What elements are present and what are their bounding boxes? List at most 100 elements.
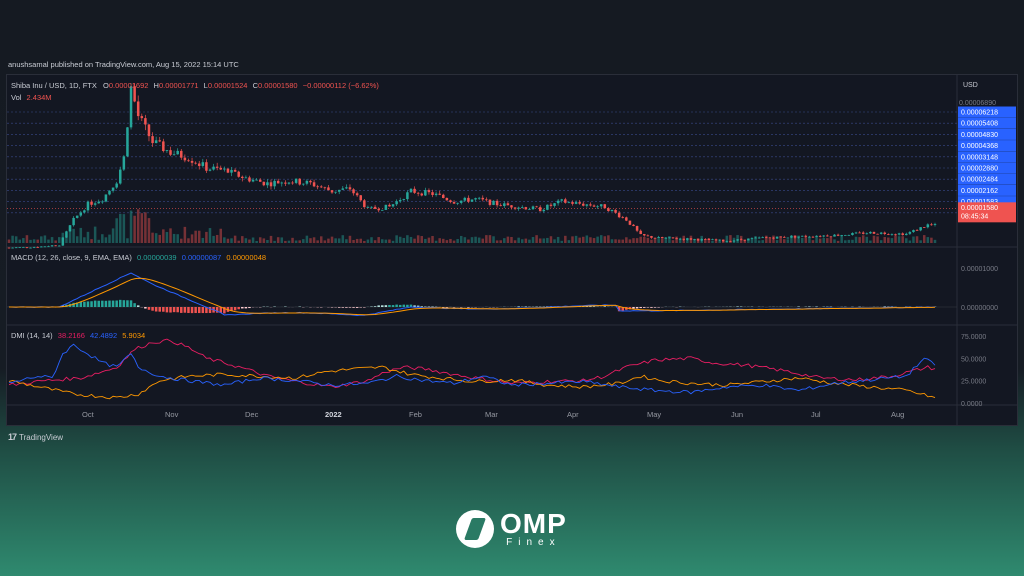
- macd-hist-value: 0.00000039: [137, 253, 177, 262]
- macd-hist-bar: [355, 307, 359, 308]
- volume-bar: [133, 215, 136, 243]
- candle-body: [879, 232, 883, 234]
- candle-body: [621, 217, 625, 219]
- time-label[interactable]: Oct: [82, 410, 95, 419]
- macd-hist-bar: [402, 304, 406, 307]
- volume-bar: [262, 238, 266, 243]
- volume-bar: [219, 228, 223, 243]
- candle-body: [438, 193, 441, 195]
- candle-body: [517, 207, 520, 209]
- volume-bar: [40, 236, 43, 243]
- chart-svg[interactable]: 0.00001000 0.00000000 75.0000 50.0000 25.00…: [7, 75, 1017, 425]
- candle-body: [858, 232, 861, 234]
- volume-bar: [879, 240, 883, 243]
- candle-body: [406, 192, 409, 200]
- tradingview-label: TradingView: [19, 432, 64, 442]
- close-value: 0.00001580: [258, 81, 298, 90]
- price-axis[interactable]: USD 0.00006890 0.00006218 0.00005408 0.00004…: [958, 82, 1016, 223]
- macd-hist-bar: [219, 307, 223, 313]
- volume-bar: [851, 239, 854, 243]
- volume-bar: [25, 235, 29, 243]
- candle-body: [851, 233, 854, 235]
- volume-bar: [840, 235, 843, 243]
- volume-bar: [786, 239, 790, 243]
- time-label[interactable]: Aug: [891, 410, 904, 419]
- level-label: 0.00004368: [961, 143, 998, 150]
- volume-bar: [793, 235, 797, 243]
- time-label[interactable]: Dec: [245, 410, 259, 419]
- change-value: −0.00000112 (−6.62%): [303, 81, 380, 90]
- candle-body: [266, 182, 269, 186]
- candle-body: [847, 234, 851, 236]
- volume-bar: [18, 239, 22, 243]
- candle-body: [693, 239, 696, 240]
- volume-bar: [553, 239, 556, 243]
- candle-body: [930, 224, 933, 226]
- time-label[interactable]: 2022: [325, 410, 342, 419]
- chart-frame[interactable]: 0.00001000 0.00000000 75.0000 50.0000 25.00…: [6, 74, 1018, 426]
- candle-body: [736, 239, 739, 241]
- macd-hist-bar: [122, 300, 126, 307]
- candle-body: [599, 204, 603, 207]
- dmi-tick: 75.0000: [961, 334, 986, 341]
- volume-bar: [341, 235, 345, 243]
- candle-body: [323, 187, 327, 189]
- volume-bar: [140, 213, 144, 243]
- candle-body: [36, 247, 39, 248]
- candle-body: [68, 225, 72, 232]
- countdown-label: 08:45:34: [961, 213, 988, 220]
- macd-hist-bar: [524, 306, 528, 307]
- volume-bar: [495, 240, 499, 243]
- candle-body: [14, 247, 18, 249]
- candle-body: [836, 234, 840, 236]
- volume-bar: [815, 235, 818, 243]
- candle-body: [524, 207, 528, 210]
- volume-bar: [226, 238, 230, 243]
- candle-body: [635, 226, 639, 231]
- macd-hist-bar: [244, 307, 248, 309]
- time-label[interactable]: Jul: [811, 410, 821, 419]
- volume-bar: [456, 239, 459, 243]
- macd-hist-bar: [101, 300, 104, 307]
- candle-body: [176, 150, 179, 155]
- macd-hist-bar: [395, 304, 398, 307]
- volume-bar: [126, 238, 129, 243]
- dmi-tick: 25.0000: [961, 379, 986, 386]
- time-label[interactable]: Nov: [165, 410, 179, 419]
- level-box: [958, 117, 1016, 129]
- volume-bar: [847, 239, 851, 243]
- volume-bar: [72, 228, 75, 243]
- candle-body: [894, 234, 897, 236]
- candle-body: [280, 182, 284, 184]
- candle-body: [467, 197, 470, 202]
- time-label[interactable]: May: [647, 410, 661, 419]
- volume-bar: [499, 240, 502, 243]
- volume-bar: [671, 240, 675, 243]
- volume-bar: [280, 237, 284, 243]
- time-label[interactable]: Apr: [567, 410, 579, 419]
- time-label[interactable]: Mar: [485, 410, 498, 419]
- candle-body: [205, 162, 208, 171]
- volume-bar: [438, 238, 441, 243]
- volume-bar: [761, 240, 764, 243]
- volume-bar: [445, 240, 449, 243]
- candle-body: [520, 207, 524, 208]
- level-box: [958, 184, 1016, 196]
- last-price-box: [958, 202, 1016, 223]
- time-label[interactable]: Jun: [731, 410, 743, 419]
- volume-bar: [528, 239, 531, 243]
- volume-bar: [488, 235, 492, 243]
- candle-body: [607, 208, 610, 212]
- candle-body: [772, 237, 775, 239]
- candle-body: [373, 206, 377, 209]
- candle-body: [330, 190, 334, 193]
- candle-body: [72, 217, 75, 226]
- time-axis[interactable]: Oct Nov Dec 2022 Feb Mar Apr May Jun Jul Aug: [82, 410, 904, 419]
- volume-bar: [32, 239, 36, 243]
- volume-bar: [854, 236, 858, 243]
- volume-bar: [564, 235, 567, 243]
- volume-bar: [546, 237, 549, 243]
- time-label[interactable]: Feb: [409, 410, 422, 419]
- volume-bar: [477, 237, 481, 243]
- macd-hist-bar: [585, 306, 589, 307]
